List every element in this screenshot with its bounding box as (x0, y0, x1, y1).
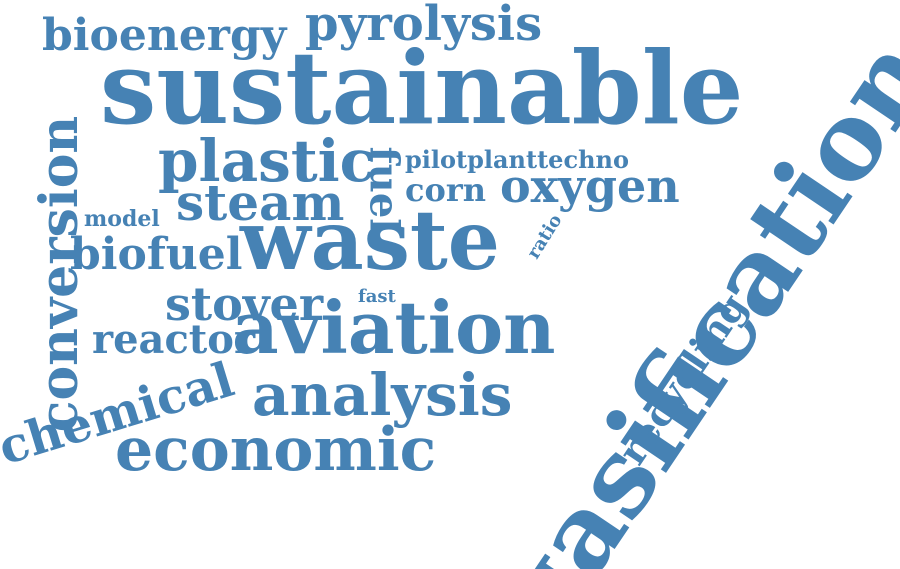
word-waste: waste (240, 193, 500, 289)
word-fast: fast (358, 286, 396, 307)
word-stover: stover (165, 277, 324, 331)
word-plastic: plastic (158, 127, 375, 195)
word-model: model (84, 206, 160, 232)
word-pyrolysis: pyrolysis (305, 0, 543, 52)
word-economic: economic (115, 415, 437, 485)
word-oxygen: oxygen (500, 159, 680, 213)
word-aviation: aviation (232, 285, 556, 370)
word-ratio: ratio (523, 210, 567, 263)
word-pilotplanttechno: pilotplanttechno (405, 145, 629, 174)
word-steam: steam (176, 173, 345, 232)
word-sustainable: sustainable (100, 29, 744, 147)
word-analysis: analysis (252, 361, 513, 429)
word-corn: corn (405, 171, 486, 209)
word-reactor: reactor (92, 316, 256, 363)
word-bioenergy: bioenergy (42, 10, 287, 61)
word-biofuel: biofuel (70, 229, 243, 280)
